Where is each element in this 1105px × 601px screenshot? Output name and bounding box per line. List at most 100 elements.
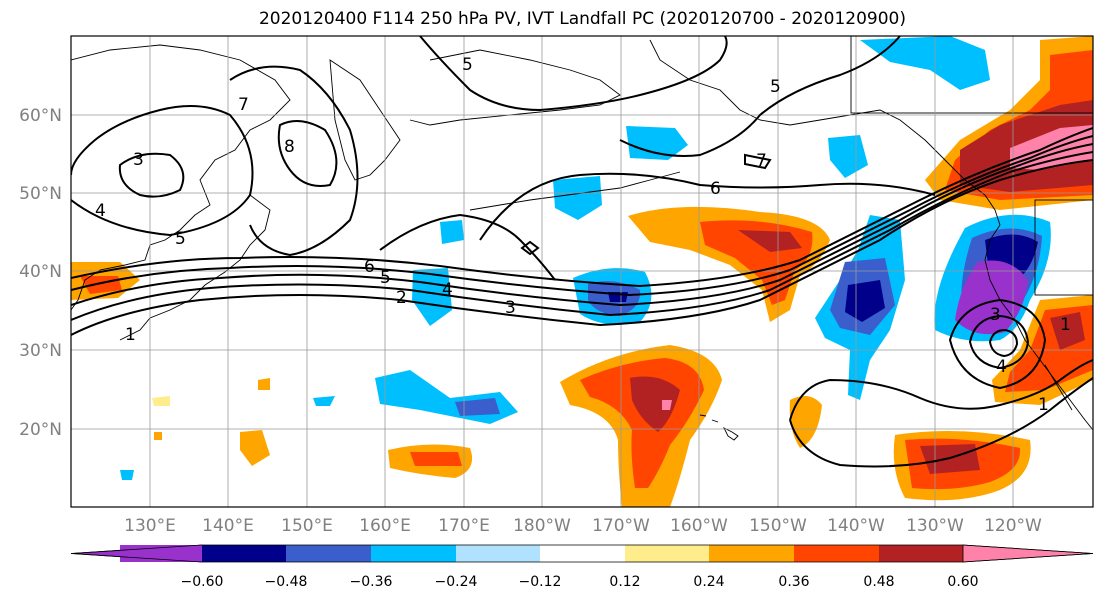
pv-contour-cutoff-1	[948, 298, 1047, 390]
lon-label: 120°W	[984, 516, 1042, 536]
colorbar-segment	[540, 545, 625, 562]
warm-region-mexico-dark	[1050, 312, 1085, 350]
lat-label: 40°N	[19, 262, 62, 282]
contour-label: 1	[125, 325, 136, 345]
colorbar-segment	[709, 545, 794, 562]
blue-blob-alaska-north	[860, 36, 990, 90]
pv-contour-north-2	[118, 152, 185, 198]
pv-contour-cutoff-2	[968, 314, 1030, 370]
colorbar-label: −0.48	[265, 574, 308, 590]
colorbar-label: 0.48	[863, 574, 894, 590]
pv-contour-mid-7	[379, 213, 556, 281]
colorbar-segment	[286, 545, 371, 562]
lat-label: 20°N	[19, 420, 62, 440]
lon-label: 150°E	[281, 516, 333, 536]
inset-box-right	[1034, 199, 1093, 296]
colorbar-segment	[202, 545, 286, 562]
warm-speck-c	[152, 396, 170, 406]
pv-contour-jet-5	[71, 127, 1093, 288]
blue-blob-bering	[553, 176, 602, 220]
lat-label: 60°N	[19, 106, 62, 126]
colorbar	[70, 544, 1094, 563]
pv-contour-jet-4	[71, 135, 1093, 297]
contour-label: 3	[133, 150, 144, 170]
pv-contour-north-3	[277, 120, 338, 187]
pv-contour-jet-3	[71, 143, 1093, 307]
colorbar-labels: −0.60 −0.48 −0.36 −0.24 −0.12 0.12 0.24 …	[181, 574, 979, 590]
contour-label: 4	[442, 280, 453, 300]
contour-labels: 3 4 5 7 8 5 5 7 6 6 5 4 3 2 1 3 4 1 1	[95, 55, 1071, 415]
coastline-chukotka	[409, 49, 621, 126]
pv-contours	[71, 36, 1093, 468]
blue-region-eastpac-core	[845, 280, 885, 322]
contour-label: 5	[380, 268, 391, 288]
colorbar-label: 0.60	[947, 574, 978, 590]
blue-blob-small-a	[440, 220, 464, 244]
contour-label: 6	[710, 179, 721, 199]
blue-band-southwest-dark	[455, 398, 500, 416]
pv-contour-cutoff-3	[988, 328, 1019, 358]
lon-label: 170°W	[592, 516, 650, 536]
contour-label: 5	[770, 77, 781, 97]
contour-label: 5	[462, 55, 473, 75]
warm-speck-b	[258, 378, 270, 390]
contour-label: 3	[505, 298, 516, 318]
lon-label: 170°E	[438, 516, 490, 536]
contour-label: 6	[364, 257, 375, 277]
inset-box	[850, 36, 1093, 114]
warm-region-east	[789, 396, 822, 448]
contour-label: 3	[990, 305, 1001, 325]
colorbar-segment	[794, 545, 879, 562]
colorbar-segment	[879, 545, 963, 562]
pv-contour-north-5	[419, 36, 728, 112]
lon-label: 180°W	[513, 516, 571, 536]
colorbar-label: 0.12	[609, 574, 640, 590]
negative-anomaly-fills	[120, 36, 1051, 480]
contour-label: 7	[756, 151, 767, 171]
contour-label: 7	[238, 95, 249, 115]
coastline-asia	[71, 44, 291, 311]
contour-label: 4	[996, 357, 1007, 377]
lat-label: 30°N	[19, 341, 62, 361]
warm-region-nw-pacific-red	[410, 452, 462, 466]
colorbar-segment	[625, 545, 709, 562]
coastline-na-west	[984, 224, 1093, 431]
warm-speck-a	[240, 430, 270, 466]
colorbar-label: −0.36	[350, 574, 393, 590]
lon-label: 130°E	[124, 516, 176, 536]
colorbar-label: −0.24	[435, 574, 478, 590]
contour-label: 4	[95, 201, 106, 221]
coastline-baja	[1044, 364, 1073, 411]
contour-label: 5	[175, 229, 186, 249]
colorbar-label: 0.24	[693, 574, 724, 590]
lon-label: 130°W	[906, 516, 964, 536]
colorbar-outline	[70, 544, 1094, 563]
pv-contour-north-7	[744, 153, 772, 170]
pv-contour-north-1	[71, 105, 254, 237]
gridlines	[71, 36, 1093, 507]
lon-label: 140°E	[202, 516, 254, 536]
warm-speck-d	[154, 432, 162, 440]
warm-region-gulf-dark	[738, 230, 802, 252]
lon-label: 160°W	[670, 516, 728, 536]
pv-contour-jet-2	[71, 151, 1093, 321]
blue-blob-gulf-east	[828, 135, 868, 178]
pv-contour-north-4	[229, 65, 359, 257]
colorbar-label: −0.60	[181, 574, 224, 590]
contour-label: 1	[1038, 395, 1049, 415]
lon-labels: 130°E 140°E 150°E 160°E 170°E 180°W 170°…	[124, 516, 1042, 536]
contour-label: 2	[396, 288, 407, 308]
blue-speck-a	[313, 396, 335, 406]
blue-speck-b	[120, 470, 134, 480]
warm-region-hawaii-dark	[630, 376, 680, 432]
colorbar-segment	[371, 545, 456, 562]
colorbar-label: 0.36	[778, 574, 809, 590]
colorbar-label: −0.12	[519, 574, 562, 590]
pv-contour-mid-6	[479, 172, 936, 241]
purple-region-coast	[955, 260, 1028, 335]
lat-labels: 60°N 50°N 40°N 30°N 20°N	[19, 106, 62, 440]
coastline-aleutians	[469, 171, 681, 211]
contour-label: 1	[1060, 315, 1071, 335]
pv-contour-south-2	[789, 377, 1093, 468]
